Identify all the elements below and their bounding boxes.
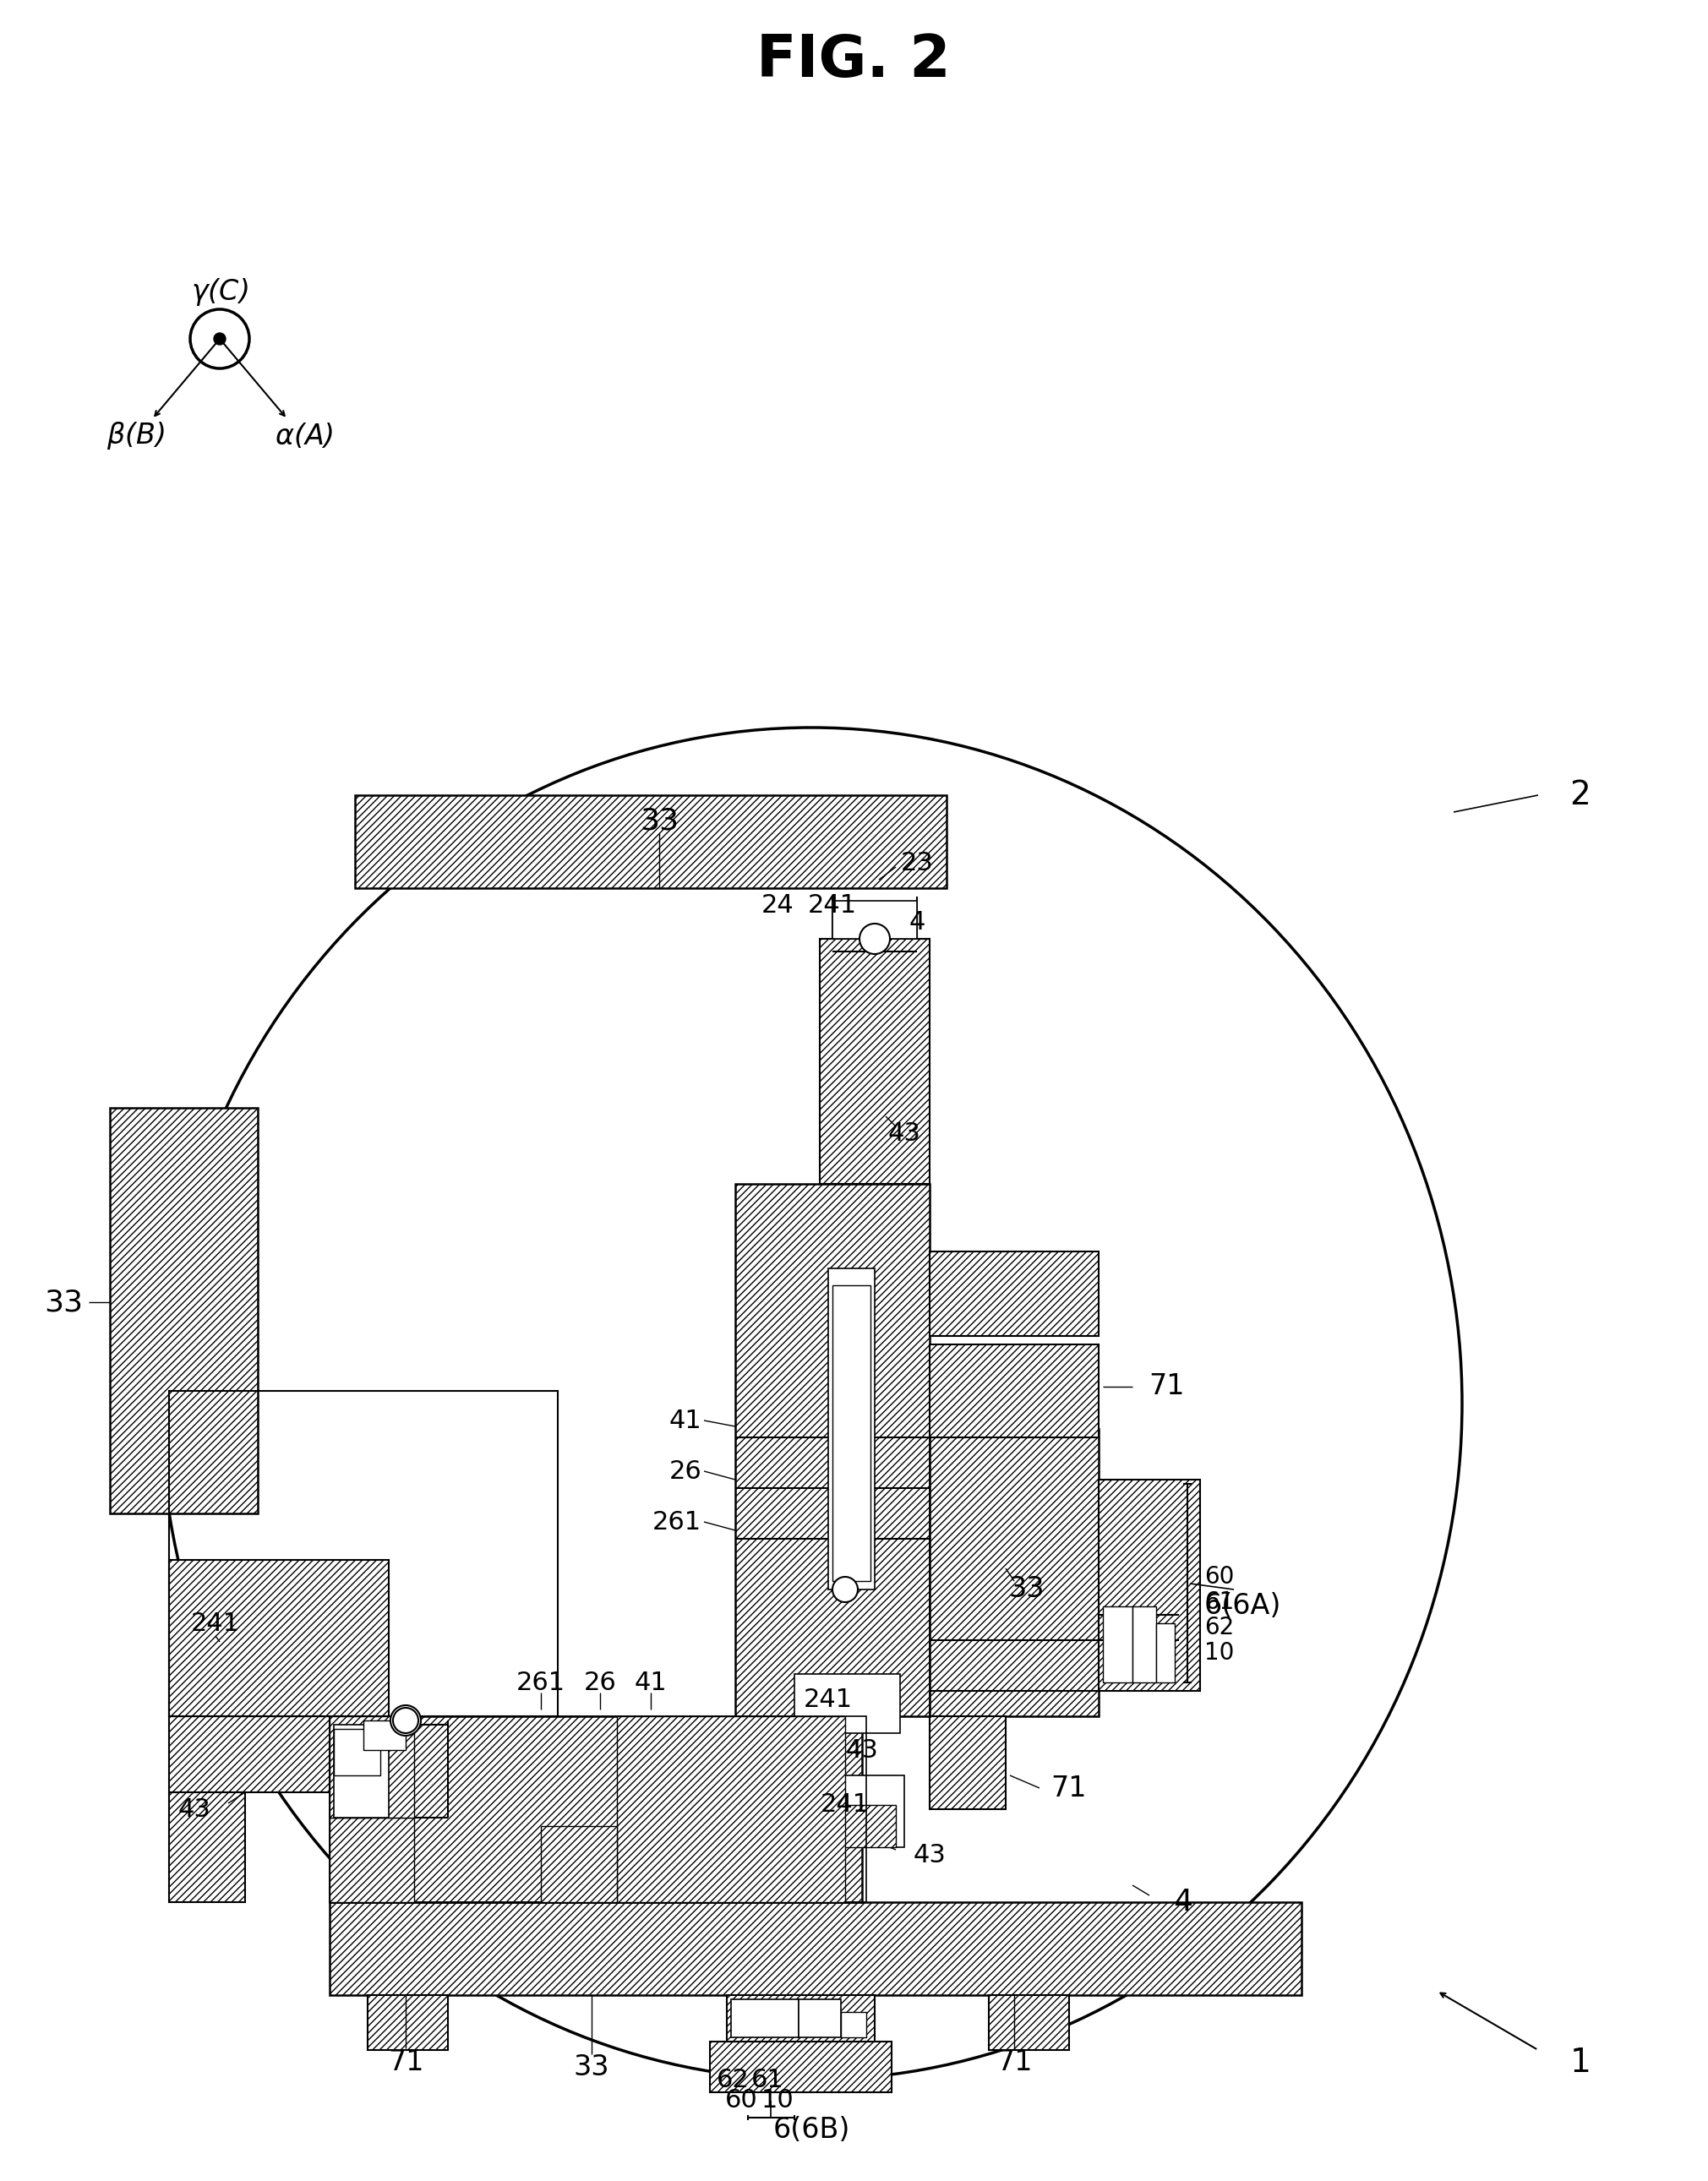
Text: 61: 61 bbox=[1204, 1590, 1235, 1614]
Text: 61: 61 bbox=[752, 2068, 784, 2092]
Text: 71: 71 bbox=[388, 2048, 424, 2076]
Bar bbox=[929, 1252, 1098, 1337]
Text: 71: 71 bbox=[996, 2048, 1032, 2076]
Text: 41: 41 bbox=[634, 1671, 668, 1695]
Circle shape bbox=[393, 1708, 418, 1734]
Bar bbox=[734, 1184, 929, 1716]
Bar bbox=[333, 1730, 381, 1775]
Text: 1: 1 bbox=[1570, 2046, 1590, 2078]
Text: 23: 23 bbox=[900, 851, 933, 875]
Bar bbox=[367, 1996, 447, 2050]
Bar bbox=[169, 1716, 330, 1793]
Text: 24: 24 bbox=[762, 892, 794, 918]
Text: 60: 60 bbox=[1204, 1566, 1235, 1588]
Bar bbox=[731, 2000, 799, 2037]
Text: 2: 2 bbox=[1570, 779, 1590, 811]
Bar bbox=[169, 1559, 389, 1716]
Text: 241: 241 bbox=[820, 1793, 869, 1817]
Text: 71: 71 bbox=[1148, 1372, 1184, 1400]
Bar bbox=[109, 1108, 258, 1514]
Text: 33: 33 bbox=[640, 807, 678, 835]
Bar bbox=[803, 1775, 904, 1847]
Circle shape bbox=[214, 334, 225, 345]
Text: $\alpha$(A): $\alpha$(A) bbox=[275, 421, 333, 451]
Text: 241: 241 bbox=[191, 1612, 241, 1636]
Text: 241: 241 bbox=[804, 1688, 852, 1712]
Bar bbox=[330, 1902, 1301, 1996]
Bar bbox=[811, 1806, 895, 1847]
Text: 241: 241 bbox=[808, 892, 857, 918]
Text: 6(6B): 6(6B) bbox=[772, 2116, 851, 2144]
Bar bbox=[541, 1825, 617, 1902]
Bar bbox=[1132, 1607, 1156, 1682]
Bar bbox=[330, 1817, 413, 1902]
Text: 261: 261 bbox=[652, 1509, 702, 1533]
Text: 41: 41 bbox=[670, 1409, 702, 1433]
Text: 43: 43 bbox=[178, 1797, 210, 1821]
Text: 71: 71 bbox=[1050, 1773, 1086, 1802]
Text: 43: 43 bbox=[845, 1738, 878, 1762]
Text: $\gamma$(C): $\gamma$(C) bbox=[191, 277, 248, 308]
Bar bbox=[330, 1716, 413, 1817]
Bar bbox=[1098, 1479, 1201, 1690]
Bar bbox=[355, 796, 946, 888]
Circle shape bbox=[832, 1577, 857, 1603]
Circle shape bbox=[391, 1706, 420, 1736]
Text: 4: 4 bbox=[909, 909, 926, 933]
Text: $\beta$(B): $\beta$(B) bbox=[106, 421, 164, 451]
Bar bbox=[794, 1675, 900, 1734]
Bar bbox=[330, 1716, 866, 1902]
Circle shape bbox=[190, 310, 249, 369]
Bar bbox=[728, 1996, 874, 2041]
Bar bbox=[828, 1269, 874, 1590]
Bar bbox=[929, 1429, 1098, 1716]
Text: 261: 261 bbox=[516, 1671, 565, 1695]
Text: 6(6A): 6(6A) bbox=[1204, 1592, 1281, 1620]
Text: 10: 10 bbox=[1204, 1640, 1235, 1664]
Bar bbox=[832, 1285, 871, 1581]
Text: 43: 43 bbox=[888, 1121, 921, 1145]
Bar bbox=[364, 1721, 407, 1749]
Bar bbox=[1103, 1607, 1132, 1682]
Text: 33: 33 bbox=[574, 2052, 610, 2081]
Bar bbox=[1156, 1623, 1175, 1682]
Bar bbox=[799, 2000, 840, 2037]
Bar bbox=[989, 1996, 1069, 2050]
Bar bbox=[617, 1716, 845, 1902]
Text: 10: 10 bbox=[762, 2089, 794, 2113]
Text: 60: 60 bbox=[724, 2089, 758, 2113]
Bar bbox=[929, 1343, 1098, 1437]
Text: 33: 33 bbox=[1009, 1575, 1045, 1603]
Bar bbox=[711, 2041, 892, 2092]
Bar bbox=[330, 1716, 863, 1902]
Bar bbox=[333, 1725, 389, 1817]
Text: 26: 26 bbox=[670, 1459, 702, 1483]
Ellipse shape bbox=[161, 728, 1462, 2081]
Bar bbox=[840, 2013, 866, 2037]
Circle shape bbox=[859, 923, 890, 953]
Bar bbox=[169, 1391, 559, 1716]
Text: 62: 62 bbox=[716, 2068, 750, 2092]
Bar bbox=[820, 938, 929, 1184]
Text: 43: 43 bbox=[914, 1843, 946, 1867]
Text: 26: 26 bbox=[584, 1671, 617, 1695]
Bar bbox=[929, 1716, 1006, 1810]
Bar bbox=[832, 901, 917, 938]
Text: FIG. 2: FIG. 2 bbox=[757, 33, 951, 87]
Bar bbox=[169, 1793, 244, 1902]
Text: 62: 62 bbox=[1204, 1616, 1235, 1640]
Text: 4: 4 bbox=[1173, 1889, 1192, 1917]
Text: 33: 33 bbox=[44, 1287, 82, 1317]
